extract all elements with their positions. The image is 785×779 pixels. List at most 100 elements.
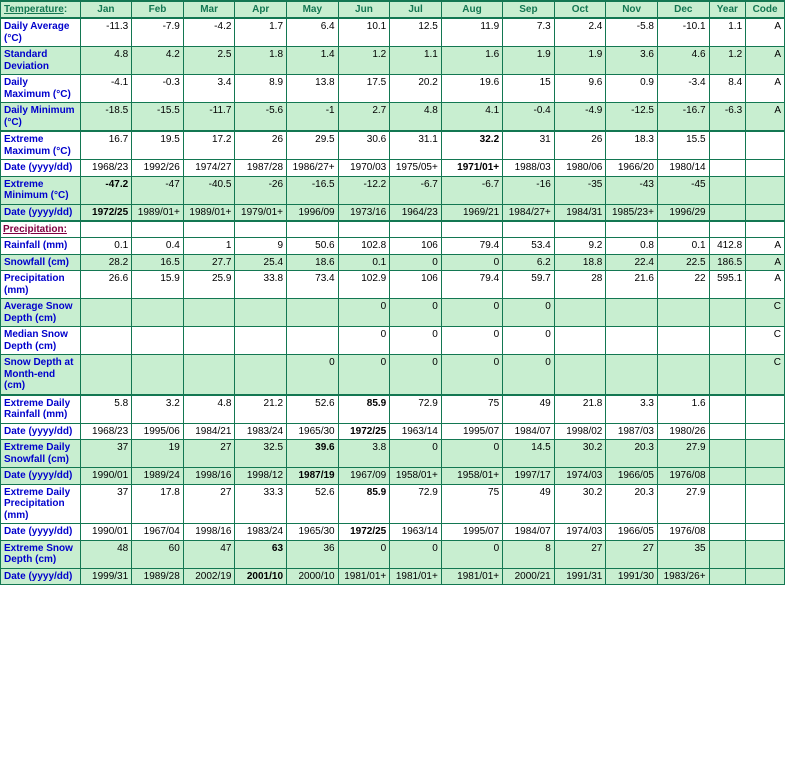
row-label[interactable]: Standard Deviation (1, 47, 81, 75)
data-cell: 32.2 (441, 131, 502, 160)
temperature-link[interactable]: Temperature (4, 4, 64, 15)
month-jan[interactable]: Jan (80, 1, 132, 18)
month-dec[interactable]: Dec (657, 1, 709, 18)
row-label[interactable]: Extreme Maximum (°C) (1, 131, 81, 160)
data-cell: 53.4 (503, 238, 555, 255)
table-row: Extreme Daily Precipitation (mm)3717.827… (1, 484, 785, 524)
empty-cell (746, 221, 785, 238)
row-label[interactable]: Daily Minimum (°C) (1, 103, 81, 132)
data-cell: 1984/21 (183, 423, 235, 440)
month-apr[interactable]: Apr (235, 1, 287, 18)
data-cell: -0.3 (132, 75, 184, 103)
data-cell: 1976/08 (657, 524, 709, 541)
row-label[interactable]: Average Snow Depth (cm) (1, 299, 81, 327)
data-cell: 1984/07 (503, 423, 555, 440)
data-cell: 27 (554, 540, 606, 568)
header-row: Temperature: Jan Feb Mar Apr May Jun Jul… (1, 1, 785, 18)
data-cell: 16.5 (132, 254, 184, 271)
data-cell: 1974/27 (183, 160, 235, 177)
row-label[interactable]: Date (yyyy/dd) (1, 568, 81, 585)
data-cell: 0 (441, 327, 502, 355)
data-cell: 1976/08 (657, 468, 709, 485)
month-nov[interactable]: Nov (606, 1, 658, 18)
month-jun[interactable]: Jun (338, 1, 390, 18)
month-jul[interactable]: Jul (390, 1, 442, 18)
data-cell: 33.3 (235, 484, 287, 524)
data-cell: 0 (390, 540, 442, 568)
data-cell: -18.5 (80, 103, 132, 132)
data-cell: 10.1 (338, 18, 390, 47)
data-cell: 5.8 (80, 395, 132, 424)
row-label[interactable]: Daily Maximum (°C) (1, 75, 81, 103)
row-label[interactable]: Extreme Daily Precipitation (mm) (1, 484, 81, 524)
data-cell: A (746, 103, 785, 132)
row-label[interactable]: Extreme Daily Rainfall (mm) (1, 395, 81, 424)
data-cell: 79.4 (441, 238, 502, 255)
row-label[interactable]: Extreme Minimum (°C) (1, 176, 81, 204)
data-cell: 186.5 (709, 254, 746, 271)
data-cell (183, 355, 235, 395)
data-cell: 1991/30 (606, 568, 658, 585)
data-cell: 1987/28 (235, 160, 287, 177)
row-label[interactable]: Date (yyyy/dd) (1, 423, 81, 440)
data-cell: 48 (80, 540, 132, 568)
data-cell (709, 540, 746, 568)
row-label[interactable]: Extreme Snow Depth (cm) (1, 540, 81, 568)
year-header[interactable]: Year (709, 1, 746, 18)
temperature-header[interactable]: Temperature: (1, 1, 81, 18)
data-cell: 15.5 (657, 131, 709, 160)
data-cell: 1 (183, 238, 235, 255)
row-label[interactable]: Snow Depth at Month-end (cm) (1, 355, 81, 395)
row-label[interactable]: Median Snow Depth (cm) (1, 327, 81, 355)
data-cell: -6.7 (390, 176, 442, 204)
data-cell: 1965/30 (287, 524, 339, 541)
row-label[interactable]: Daily Average (°C) (1, 18, 81, 47)
data-cell (709, 355, 746, 395)
data-cell: 1968/23 (80, 423, 132, 440)
data-cell: 39.6 (287, 440, 339, 468)
data-cell: 0.1 (657, 238, 709, 255)
data-cell: 0 (390, 327, 442, 355)
data-cell (709, 176, 746, 204)
month-sep[interactable]: Sep (503, 1, 555, 18)
data-cell: 2000/21 (503, 568, 555, 585)
table-row: Snow Depth at Month-end (cm)00000C (1, 355, 785, 395)
data-cell: 1958/01+ (441, 468, 502, 485)
row-label[interactable]: Date (yyyy/dd) (1, 468, 81, 485)
data-cell: -5.8 (606, 18, 658, 47)
data-cell: 36 (287, 540, 339, 568)
data-cell: 2.7 (338, 103, 390, 132)
row-label[interactable]: Rainfall (mm) (1, 238, 81, 255)
empty-cell (183, 221, 235, 238)
data-cell (746, 540, 785, 568)
data-cell: 2001/10 (235, 568, 287, 585)
data-cell: 1984/31 (554, 204, 606, 221)
month-aug[interactable]: Aug (441, 1, 502, 18)
climate-data-table: Temperature: Jan Feb Mar Apr May Jun Jul… (0, 0, 785, 585)
data-cell: 1966/20 (606, 160, 658, 177)
data-cell: 22 (657, 271, 709, 299)
data-cell: -12.2 (338, 176, 390, 204)
data-cell: 9.6 (554, 75, 606, 103)
data-cell (746, 423, 785, 440)
data-cell: 1.2 (338, 47, 390, 75)
row-label[interactable]: Precipitation (mm) (1, 271, 81, 299)
data-cell: 1995/06 (132, 423, 184, 440)
row-label[interactable]: Date (yyyy/dd) (1, 160, 81, 177)
month-oct[interactable]: Oct (554, 1, 606, 18)
row-label[interactable]: Extreme Daily Snowfall (cm) (1, 440, 81, 468)
month-feb[interactable]: Feb (132, 1, 184, 18)
data-cell: 1995/07 (441, 524, 502, 541)
row-label[interactable]: Date (yyyy/dd) (1, 524, 81, 541)
data-cell: 1964/23 (390, 204, 442, 221)
row-label[interactable]: Date (yyyy/dd) (1, 204, 81, 221)
row-label[interactable]: Snowfall (cm) (1, 254, 81, 271)
code-header[interactable]: Code (746, 1, 785, 18)
data-cell: 17.8 (132, 484, 184, 524)
data-cell (746, 160, 785, 177)
table-row: Extreme Daily Rainfall (mm)5.83.24.821.2… (1, 395, 785, 424)
month-mar[interactable]: Mar (183, 1, 235, 18)
data-cell (132, 355, 184, 395)
month-may[interactable]: May (287, 1, 339, 18)
data-cell: -35 (554, 176, 606, 204)
